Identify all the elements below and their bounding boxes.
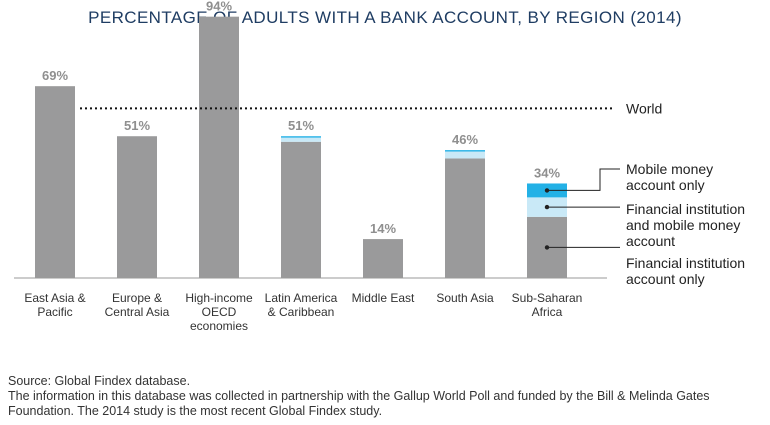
bar-5-segment-2 [445, 150, 485, 152]
source-note: Source: Global Findex database. [8, 374, 191, 388]
category-label-2-line-0: High-income [185, 291, 253, 305]
legend-label-0-line-0: Mobile money [626, 161, 713, 177]
category-label-6-line-1: Africa [532, 305, 563, 319]
bars-group [35, 16, 567, 279]
bar-4-segment-0 [363, 239, 403, 278]
legend-label-1-line-1: and mobile money [626, 217, 740, 233]
bar-2-segment-0 [199, 16, 239, 279]
category-label-2: High-income OECD economies [185, 291, 253, 333]
category-label-6-line-0: Sub-Saharan [512, 291, 583, 305]
category-label-0-line-0: East Asia & [24, 291, 85, 305]
legend-label-2-line-1: account only [626, 271, 705, 287]
bar-5-segment-0 [445, 158, 485, 278]
legend-label-2: Financial institution account only [626, 255, 745, 287]
category-label-5-line-0: South Asia [436, 291, 494, 305]
category-label-3-line-0: Latin America [265, 291, 338, 305]
bar-value-labels: 69% 51% 94% 51% 14% 46% 34% [42, 0, 560, 236]
world-average-group: World [80, 100, 662, 116]
legend-label-2-line-0: Financial institution [626, 255, 745, 271]
category-label-2-line-2: economies [190, 319, 248, 333]
world-average-label: World [626, 100, 662, 116]
category-label-0-line-1: Pacific [37, 305, 72, 319]
bar-3-segment-2 [281, 136, 321, 138]
category-label-2-line-1: OECD [202, 305, 237, 319]
legend-label-1-line-2: account [626, 233, 675, 249]
category-label-6: Sub-Saharan Africa [512, 291, 583, 319]
legend-label-0-line-1: account only [626, 177, 705, 193]
bar-value-label-2: 94% [206, 0, 232, 14]
bar-value-label-3: 51% [288, 118, 314, 133]
source-description-line-2: Foundation. The 2014 study is the most r… [8, 404, 383, 418]
source-description-line-1: The information in this database was col… [8, 389, 710, 403]
bar-value-label-6: 34% [534, 165, 560, 180]
bar-value-label-4: 14% [370, 221, 396, 236]
bar-3-segment-0 [281, 141, 321, 278]
category-label-0: East Asia & Pacific [24, 291, 85, 319]
category-label-3-line-1: & Caribbean [268, 305, 335, 319]
legend-label-1: Financial institution and mobile money acc… [626, 201, 745, 249]
category-label-4-line-0: Middle East [352, 291, 415, 305]
category-labels: East Asia & Pacific Europe & Central Asia Hi… [24, 291, 582, 333]
category-label-5: South Asia [436, 291, 494, 305]
bar-value-label-0: 69% [42, 68, 68, 83]
category-label-3: Latin America & Caribbean [265, 291, 338, 319]
bar-value-label-5: 46% [452, 132, 478, 147]
category-label-1-line-1: Central Asia [105, 305, 170, 319]
bar-0-segment-0 [35, 86, 75, 279]
bar-value-label-1: 51% [124, 118, 150, 133]
legend-pointer-line-0 [547, 168, 620, 191]
bar-1-segment-0 [117, 136, 157, 278]
category-label-1-line-0: Europe & [112, 291, 162, 305]
category-label-4: Middle East [352, 291, 415, 305]
category-label-1: Europe & Central Asia [105, 291, 170, 319]
bar-5-segment-1 [445, 151, 485, 159]
bar-3-segment-1 [281, 137, 321, 142]
legend-label-0: Mobile money account only [626, 161, 713, 193]
legend-label-1-line-0: Financial institution [626, 201, 745, 217]
